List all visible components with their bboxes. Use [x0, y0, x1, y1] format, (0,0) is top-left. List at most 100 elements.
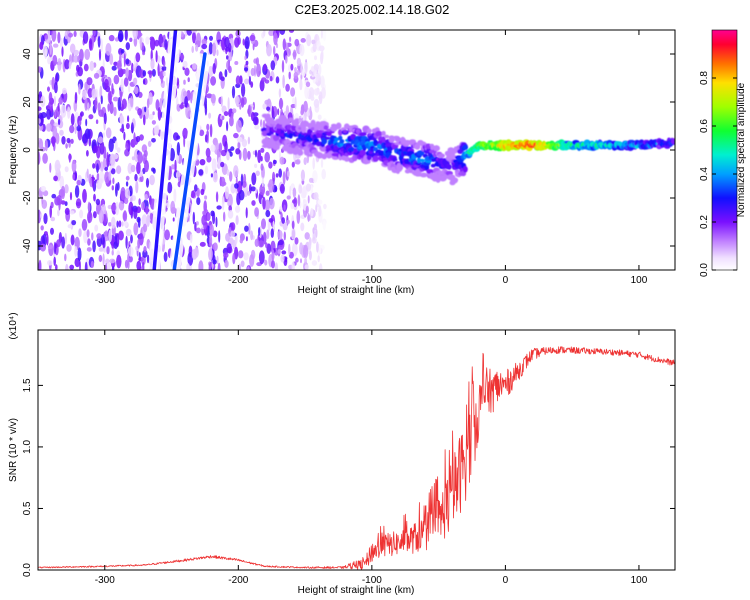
noise-blob [284, 257, 288, 263]
noise-blob [264, 199, 271, 212]
noise-blob [281, 217, 286, 224]
noise-blob [303, 157, 307, 166]
noise-blob [293, 71, 298, 80]
snr-series-line [38, 346, 675, 570]
noise-blob [242, 147, 248, 162]
noise-blob [53, 95, 57, 107]
noise-blob [305, 183, 311, 192]
noise-blob [40, 95, 46, 108]
noise-blob [170, 200, 176, 214]
noise-blob [258, 227, 261, 236]
noise-blob [71, 160, 77, 173]
noise-blob [155, 50, 158, 63]
noise-blob [288, 71, 291, 80]
noise-blob [240, 260, 245, 268]
noise-blob [82, 31, 89, 44]
noise-blob [149, 212, 153, 221]
noise-blob [244, 225, 249, 232]
noise-blob [233, 132, 239, 139]
noise-blob [234, 183, 239, 189]
noise-blob [88, 114, 94, 120]
noise-blob [50, 136, 57, 145]
noise-blob [67, 106, 71, 119]
signal-blob [343, 130, 348, 134]
signal-blob [437, 153, 445, 158]
noise-blob [321, 168, 327, 180]
noise-blob [264, 259, 268, 266]
signal-blob [358, 132, 367, 137]
noise-blob [141, 214, 148, 226]
noise-blob [91, 88, 97, 99]
noise-blob [96, 173, 100, 182]
noise-blob [144, 106, 147, 113]
noise-blob [153, 125, 160, 136]
noise-blob [107, 103, 110, 113]
noise-blob [46, 233, 49, 246]
noise-blob [307, 213, 310, 222]
x-tick-label: -300 [95, 575, 115, 586]
noise-blob [133, 56, 136, 69]
noise-blob [49, 205, 52, 218]
noise-blob [42, 153, 48, 164]
noise-blob [259, 184, 266, 196]
noise-blob [111, 83, 114, 94]
noise-blob [133, 207, 138, 220]
noise-blob [70, 113, 75, 126]
noise-blob [97, 35, 101, 48]
noise-blob [118, 230, 124, 241]
noise-blob [121, 69, 127, 74]
noise-blob [269, 75, 273, 82]
snr-multiplier-label: (x10⁴) [8, 312, 19, 339]
noise-blob [53, 241, 57, 255]
noise-blob [139, 134, 144, 141]
noise-blob [46, 108, 52, 120]
noise-blob [218, 142, 223, 153]
noise-blob [129, 197, 133, 203]
noise-blob [183, 79, 186, 85]
noise-blob [266, 44, 272, 57]
noise-blob [151, 120, 156, 125]
colorbar: 0.0 0.2 0.4 0.6 0.8 Normalized spectral ampl… [699, 29, 747, 277]
snr-frame [37, 329, 676, 571]
noise-blob [56, 195, 62, 206]
noise-blob [74, 91, 78, 104]
noise-blob [78, 83, 81, 95]
noise-blob [98, 48, 102, 61]
noise-blob [100, 161, 104, 173]
noise-blob [119, 90, 122, 102]
noise-blob [291, 261, 295, 270]
noise-blob [182, 90, 188, 97]
noise-blob [138, 198, 141, 206]
noise-blob [61, 136, 66, 145]
noise-blob [59, 175, 65, 190]
noise-blob [130, 96, 134, 108]
noise-blob [229, 171, 233, 182]
noise-blob [40, 185, 47, 192]
noise-blob [143, 114, 146, 126]
noise-blob [202, 210, 206, 216]
noise-blob [279, 97, 283, 110]
noise-blob [128, 84, 131, 93]
noise-blob [88, 137, 92, 147]
noise-blob [254, 149, 258, 158]
noise-blob [196, 32, 201, 47]
noise-blob [264, 151, 271, 163]
noise-blob [54, 109, 57, 118]
noise-blob [78, 228, 82, 238]
noise-blob [59, 129, 64, 136]
noise-blob [98, 247, 104, 252]
noise-blob [136, 260, 142, 270]
noise-blob [288, 30, 295, 33]
noise-blob [215, 216, 218, 228]
noise-blob [142, 78, 146, 85]
noise-blob [151, 138, 156, 143]
noise-blob [38, 259, 42, 270]
spectrogram-x-label: Height of straight line (km) [298, 285, 415, 296]
noise-blob [127, 115, 130, 123]
noise-blob [194, 221, 197, 232]
noise-blob [46, 123, 52, 132]
noise-blob [184, 67, 190, 77]
noise-blob [91, 174, 94, 189]
noise-blob [206, 93, 213, 99]
noise-blob [82, 188, 87, 203]
